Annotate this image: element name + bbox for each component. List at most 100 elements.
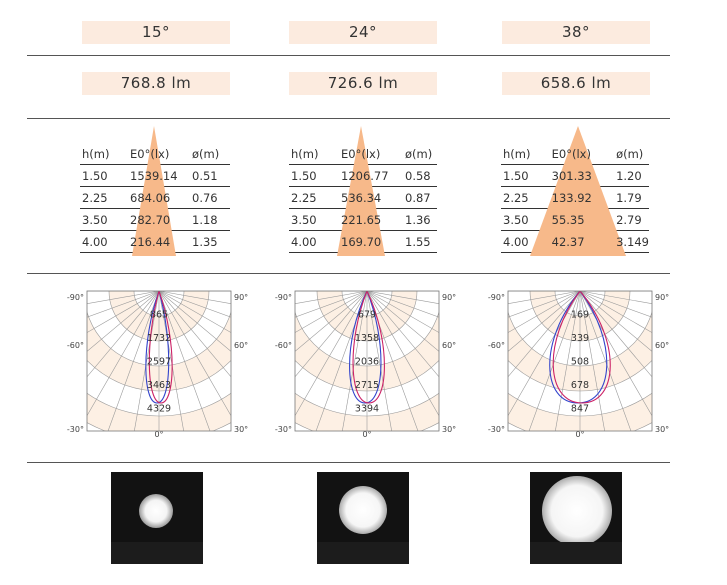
angle-label: 0° [575,430,584,439]
ring-value-label: 865 [150,310,168,321]
cell: 684.06 [128,186,190,209]
cell: 3.50 [289,208,339,231]
col-header-diameter: ø(m) [403,143,437,165]
angle-label: 60° [655,341,669,350]
photometric-table: h(m) E0°(lx) ø(m) 1.50 1539.14 0.51 2.25… [80,143,230,253]
cell: 3.50 [80,208,128,231]
angle-label: -60° [67,341,84,350]
cell: 1.50 [289,164,339,187]
col-header-illuminance: E0°(lx) [549,143,615,165]
ring-value-label: 3463 [147,380,171,391]
ring-value-label: 1732 [147,333,171,344]
col-header-diameter: ø(m) [190,143,230,165]
ring-value-label: 2036 [355,357,379,368]
ring-value-label: 4329 [147,404,171,415]
photometric-table: h(m) E0°(lx) ø(m) 1.50 1206.77 0.58 2.25… [289,143,437,253]
col-header-height: h(m) [501,143,550,165]
ring-value-label: 847 [571,404,589,415]
ring-value-label: 679 [358,310,376,321]
col-header-illuminance: E0°(lx) [128,143,190,165]
cell: 0.76 [190,186,230,209]
cell: 0.58 [403,164,437,187]
cell: 282.70 [128,208,190,231]
angle-label: 0° [362,430,371,439]
table-row: 1.50 1539.14 0.51 [80,164,230,187]
cell: 0.51 [190,164,230,187]
cell: 4.00 [501,230,550,253]
cell: 1.79 [614,186,649,209]
table-row: 4.00 42.37 3.149 [501,230,649,253]
ring-value-label: 339 [571,333,589,344]
cell: 55.35 [549,208,615,231]
col-header-illuminance: E0°(lx) [339,143,403,165]
cell: 1.20 [614,164,649,187]
cell: 0.87 [403,186,437,209]
col-header-height: h(m) [80,143,128,165]
angle-label: -30° [488,425,505,434]
table-row: 3.50 282.70 1.18 [80,208,230,231]
cell: 4.00 [80,230,128,253]
beam-photo [530,472,622,564]
polar-distribution-diagram: 169 339 508 678 847 -90° -60° -30° 90° 60° 30° 0° [488,290,669,439]
table-row: 1.50 301.33 1.20 [501,164,649,187]
cell: 1.50 [80,164,128,187]
table-row: 3.50 55.35 2.79 [501,208,649,231]
angle-label: 60° [234,341,248,350]
ring-value-label: 1358 [355,333,379,344]
cell: 3.149 [614,230,649,253]
lumen-label: 726.6 lm [289,72,437,95]
ring-value-label: 169 [571,310,589,321]
lumen-label: 768.8 lm [82,72,230,95]
cell: 133.92 [549,186,615,209]
beam-angle-label: 38° [502,21,650,44]
beam-photo [317,472,409,564]
angle-label: -30° [67,425,84,434]
angle-label: -60° [275,341,292,350]
angle-label: -90° [488,293,505,302]
beam-angle-label: 15° [82,21,230,44]
cell: 1.36 [403,208,437,231]
angle-label: -90° [275,293,292,302]
cell: 1.18 [190,208,230,231]
angle-label: 30° [442,425,456,434]
table-row: 3.50 221.65 1.36 [289,208,437,231]
angle-label: 60° [442,341,456,350]
cell: 1.50 [501,164,550,187]
table-row: 4.00 216.44 1.35 [80,230,230,253]
angle-label: -30° [275,425,292,434]
ring-value-label: 678 [571,380,589,391]
angle-label: -60° [488,341,505,350]
angle-label: 90° [655,293,669,302]
table-row: 2.25 133.92 1.79 [501,186,649,209]
polar-distribution-diagram: 679 1358 2036 2715 3394 -90° -60° -30° 90° 60° 30°… [275,290,456,439]
angle-label: 0° [154,430,163,439]
col-header-height: h(m) [289,143,339,165]
cell: 1.55 [403,230,437,253]
cell: 2.25 [501,186,550,209]
beam-angle-label: 24° [289,21,437,44]
cell: 169.70 [339,230,403,253]
ring-value-label: 2597 [147,357,171,368]
cell: 42.37 [549,230,615,253]
angle-label: 90° [442,293,456,302]
table-row: 2.25 536.34 0.87 [289,186,437,209]
divider [27,55,670,56]
cell: 4.00 [289,230,339,253]
angle-label: -90° [67,293,84,302]
ring-value-label: 2715 [355,380,379,391]
cell: 2.25 [80,186,128,209]
cell: 1.35 [190,230,230,253]
divider [27,462,670,463]
cell: 536.34 [339,186,403,209]
table-row: 1.50 1206.77 0.58 [289,164,437,187]
cell: 301.33 [549,164,615,187]
beam-photo [111,472,203,564]
lumen-label: 658.6 lm [502,72,650,95]
ring-value-label: 508 [571,357,589,368]
ring-value-label: 3394 [355,404,379,415]
table-row: 4.00 169.70 1.55 [289,230,437,253]
divider [27,118,670,119]
angle-label: 30° [655,425,669,434]
cell: 216.44 [128,230,190,253]
cell: 1539.14 [128,164,190,187]
